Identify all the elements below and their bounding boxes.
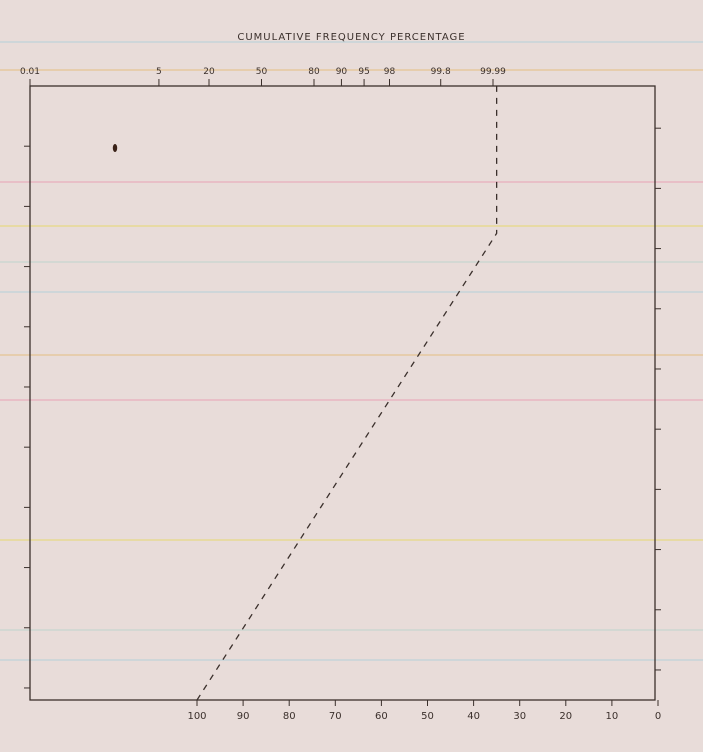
bottom-axis-tick-label: 80 xyxy=(283,711,296,722)
top-axis-tick-label: 20 xyxy=(203,67,215,77)
bottom-axis-tick-label: 100 xyxy=(187,711,206,722)
top-axis-tick-label: 80 xyxy=(308,67,320,77)
bottom-axis-tick-label: 90 xyxy=(237,711,250,722)
data-series-line xyxy=(196,86,498,701)
bottom-axis-tick-label: 50 xyxy=(421,711,434,722)
top-axis-tick-label: 50 xyxy=(256,67,268,77)
bottom-axis-tick-label: 60 xyxy=(375,711,388,722)
bottom-axis-tick-label: 70 xyxy=(329,711,342,722)
plot-frame xyxy=(29,85,656,701)
top-axis-tick-label: 90 xyxy=(336,67,348,77)
bottom-axis-tick-label: 10 xyxy=(606,711,619,722)
top-axis-tick-label: 5 xyxy=(156,67,162,77)
chart-title: CUMULATIVE FREQUENCY PERCENTAGE xyxy=(237,32,466,43)
bottom-axis-tick-label: 40 xyxy=(467,711,480,722)
top-axis-tick-label: 99.99 xyxy=(480,67,506,77)
bottom-axis-tick-label: 0 xyxy=(655,711,661,722)
ink-spot xyxy=(112,144,118,152)
bottom-axis-tick-label: 30 xyxy=(513,711,526,722)
top-axis-tick-label: 98 xyxy=(384,67,396,77)
top-axis-tick-label: 0.01 xyxy=(20,67,40,77)
bottom-axis-tick-label: 20 xyxy=(559,711,572,722)
top-axis-tick-label: 99.8 xyxy=(431,67,451,77)
top-axis-tick-label: 95 xyxy=(358,67,369,77)
